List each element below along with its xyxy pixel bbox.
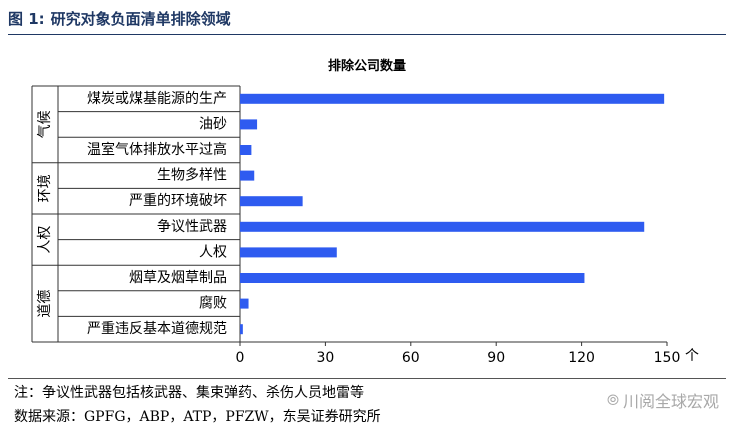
bar bbox=[240, 298, 249, 309]
bar bbox=[240, 221, 645, 232]
bar bbox=[240, 196, 303, 207]
figure-label: 图 1: bbox=[8, 10, 45, 28]
watermark: ⦾ 川阅全球宏观 bbox=[607, 388, 719, 412]
x-tick-label: 30 bbox=[316, 350, 334, 366]
x-tick-label: 0 bbox=[236, 350, 245, 366]
group-label: 道德 bbox=[37, 290, 53, 318]
bar bbox=[240, 170, 255, 181]
figure-title: 图 1: 研究对象负面清单排除领域 bbox=[8, 4, 726, 35]
footnote: 注：争议性武器包括核武器、集束弹药、杀伤人员地雷等 bbox=[14, 385, 364, 401]
bar bbox=[240, 145, 252, 155]
x-tick-label: 60 bbox=[402, 350, 420, 366]
bar bbox=[240, 324, 243, 335]
divider bbox=[8, 378, 726, 379]
group-label: 环境 bbox=[37, 174, 53, 202]
category-label: 温室气体排放水平过高 bbox=[87, 141, 227, 158]
category-label: 腐败 bbox=[199, 295, 227, 312]
category-label: 油砂 bbox=[199, 116, 227, 132]
source-note: 数据来源：GPFG，ABP，ATP，PFZW，东吴证券研究所 bbox=[14, 409, 381, 425]
bar bbox=[240, 119, 258, 130]
x-tick-label: 150 bbox=[654, 350, 681, 366]
x-tick-label: 120 bbox=[568, 350, 595, 366]
x-tick-label: 90 bbox=[487, 350, 505, 366]
category-label: 生物多样性 bbox=[157, 167, 227, 184]
category-label: 严重违反基本道德规范 bbox=[87, 320, 227, 337]
bar bbox=[240, 93, 665, 104]
group-label: 人权 bbox=[37, 226, 53, 254]
wechat-icon: ⦾ bbox=[606, 391, 619, 409]
category-label: 争议性武器 bbox=[157, 219, 227, 235]
category-label: 人权 bbox=[199, 244, 227, 260]
bar bbox=[240, 273, 585, 283]
watermark-text: 川阅全球宏观 bbox=[622, 392, 719, 411]
category-label: 烟草及烟草制品 bbox=[129, 270, 227, 286]
group-label: 气候 bbox=[37, 110, 53, 138]
x-axis-unit: 个 bbox=[685, 348, 699, 364]
category-label: 严重的环境破坏 bbox=[129, 193, 227, 209]
bar bbox=[240, 247, 337, 258]
figure-title-text: 研究对象负面清单排除领域 bbox=[50, 10, 231, 28]
chart-title: 排除公司数量 bbox=[328, 58, 406, 74]
category-label: 煤炭或煤基能源的生产 bbox=[87, 90, 227, 107]
